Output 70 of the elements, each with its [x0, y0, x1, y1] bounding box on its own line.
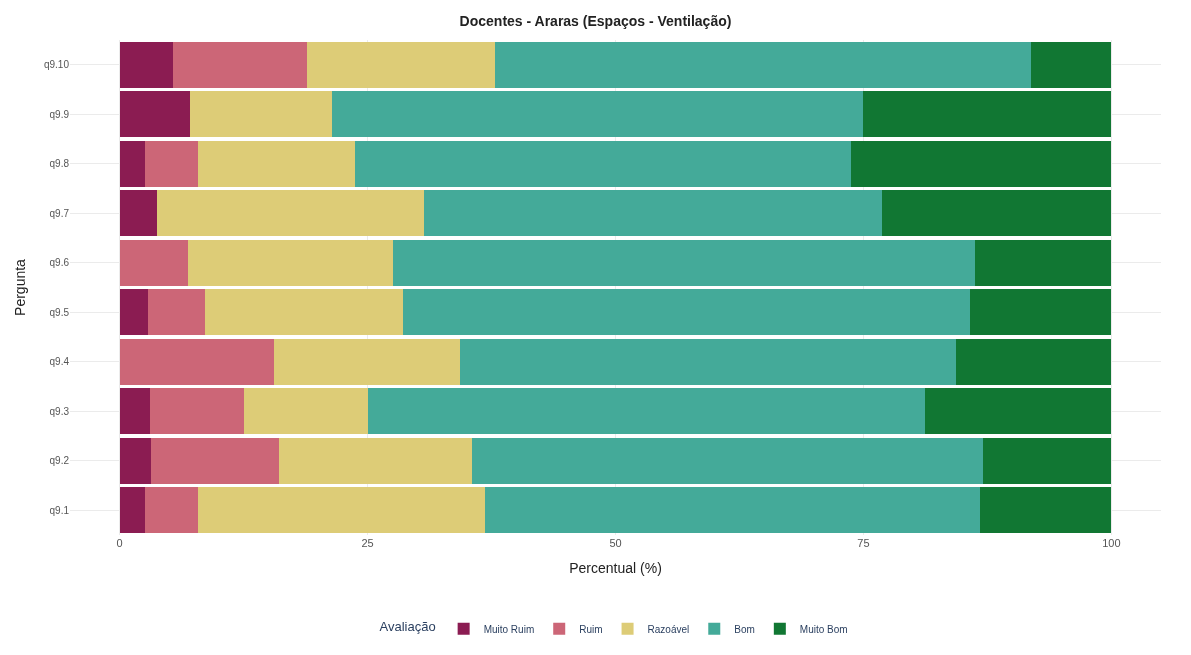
- y-tick-label: q9.8: [49, 158, 70, 170]
- bar: [424, 190, 883, 237]
- bar: [145, 487, 198, 534]
- bar: [882, 190, 1112, 237]
- legend-label: Muito Ruim: [483, 623, 535, 635]
- y-tick-label: q9.10: [43, 59, 70, 71]
- bar: [197, 140, 355, 187]
- legend-title: Avaliação: [379, 619, 436, 635]
- bar: [197, 487, 485, 534]
- x-tick-label: 100: [1102, 537, 1121, 549]
- bar: [119, 437, 152, 484]
- bar: [173, 41, 308, 88]
- y-axis-title: Pergunta: [11, 258, 28, 316]
- bar: [119, 338, 275, 385]
- bar: [119, 91, 191, 138]
- bar: [471, 437, 984, 484]
- x-tick-label: 75: [857, 537, 870, 549]
- x-tick-label: 25: [361, 537, 374, 549]
- bar: [119, 289, 149, 336]
- chart-title: Docentes - Araras (Espaços - Ventilação): [459, 13, 732, 30]
- bar: [119, 140, 146, 187]
- bar: [924, 388, 1112, 435]
- y-tick-label: q9.5: [49, 306, 70, 318]
- y-tick-label: q9.1: [49, 504, 70, 516]
- bar: [190, 91, 332, 138]
- bar: [307, 41, 495, 88]
- bar: [145, 140, 198, 187]
- x-tick-label: 50: [609, 537, 622, 549]
- bar: [969, 289, 1112, 336]
- bar: [151, 437, 280, 484]
- bar: [119, 190, 158, 237]
- bar: [119, 239, 189, 286]
- bar: [188, 239, 394, 286]
- legend-label: Ruim: [579, 623, 603, 635]
- bar: [1031, 41, 1112, 88]
- bar: [150, 388, 244, 435]
- bar: [980, 487, 1112, 534]
- legend-label: Muito Bom: [799, 623, 848, 635]
- x-axis-title: Percentual (%): [569, 560, 662, 577]
- bar: [863, 91, 1112, 138]
- bar: [119, 388, 151, 435]
- x-tick-label: 0: [116, 537, 123, 549]
- bar: [955, 338, 1112, 385]
- bar: [367, 388, 925, 435]
- bar: [119, 41, 174, 88]
- bar: [274, 338, 460, 385]
- y-tick-label: q9.2: [49, 455, 70, 467]
- bar: [279, 437, 472, 484]
- y-tick-label: q9.6: [49, 257, 70, 269]
- bar: [331, 91, 864, 138]
- bar: [243, 388, 368, 435]
- bar: [459, 338, 956, 385]
- bar: [119, 487, 146, 534]
- bar: [148, 289, 205, 336]
- bar: [204, 289, 404, 336]
- bar: [974, 239, 1112, 286]
- y-tick-label: q9.9: [49, 108, 70, 120]
- legend-label: Bom: [734, 623, 755, 635]
- bar: [354, 140, 851, 187]
- y-tick-label: q9.4: [49, 356, 70, 368]
- y-tick-label: q9.3: [49, 405, 70, 417]
- legend-label: Razoável: [647, 623, 690, 635]
- bar: [393, 239, 975, 286]
- bar: [157, 190, 425, 237]
- y-tick-label: q9.7: [49, 207, 70, 219]
- bar: [983, 437, 1112, 484]
- bar: [403, 289, 970, 336]
- bar: [850, 140, 1112, 187]
- bar: [494, 41, 1032, 88]
- bar: [484, 487, 981, 534]
